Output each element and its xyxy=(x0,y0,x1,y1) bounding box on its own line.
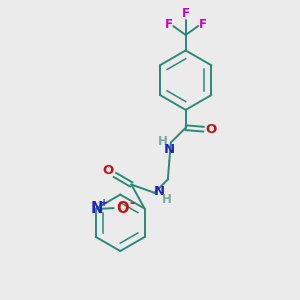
Text: N: N xyxy=(91,201,103,216)
Text: H: H xyxy=(162,193,172,206)
Text: F: F xyxy=(182,7,190,20)
Text: O: O xyxy=(116,201,129,216)
Text: +: + xyxy=(100,198,108,208)
Text: F: F xyxy=(164,18,172,32)
Text: O: O xyxy=(205,123,217,136)
Text: O: O xyxy=(102,164,113,177)
Text: N: N xyxy=(154,185,165,198)
Text: F: F xyxy=(199,18,207,32)
Text: -: - xyxy=(130,197,135,210)
Text: H: H xyxy=(158,135,167,148)
Text: N: N xyxy=(164,142,175,156)
